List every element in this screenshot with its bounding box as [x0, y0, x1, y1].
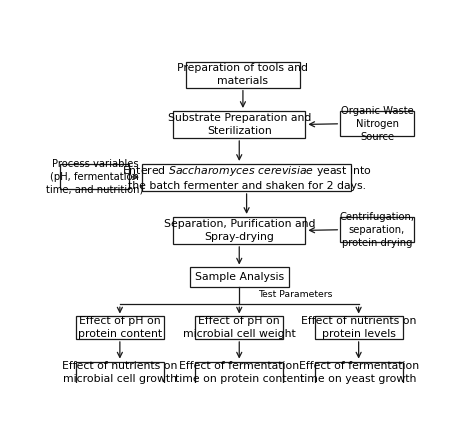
- Text: Substrate Preparation and
Sterilization: Substrate Preparation and Sterilization: [168, 113, 311, 136]
- FancyBboxPatch shape: [195, 316, 283, 339]
- FancyBboxPatch shape: [315, 316, 403, 339]
- FancyBboxPatch shape: [186, 62, 300, 88]
- FancyBboxPatch shape: [142, 164, 351, 191]
- Text: Entered $\it{Saccharomyces\ cerevisiae}$ yeast into
the batch fermenter and shak: Entered $\it{Saccharomyces\ cerevisiae}$…: [122, 164, 372, 191]
- FancyBboxPatch shape: [76, 316, 164, 339]
- Text: Test Parameters: Test Parameters: [258, 290, 332, 299]
- FancyBboxPatch shape: [190, 267, 289, 287]
- FancyBboxPatch shape: [315, 362, 403, 384]
- FancyBboxPatch shape: [195, 362, 283, 384]
- FancyBboxPatch shape: [60, 164, 129, 189]
- Text: Preparation of tools and
materials: Preparation of tools and materials: [177, 63, 309, 86]
- Text: Effect of pH on
protein content: Effect of pH on protein content: [78, 316, 162, 339]
- FancyBboxPatch shape: [173, 217, 305, 244]
- Text: Effect of fermentation
time on protein content: Effect of fermentation time on protein c…: [174, 361, 304, 384]
- FancyBboxPatch shape: [340, 217, 414, 242]
- Text: Effect of nutrients on
protein levels: Effect of nutrients on protein levels: [301, 316, 416, 339]
- Text: Process variables
(pH, fermentation
time, and nutrition): Process variables (pH, fermentation time…: [46, 159, 144, 194]
- Text: Sample Analysis: Sample Analysis: [195, 273, 284, 283]
- FancyBboxPatch shape: [76, 362, 164, 384]
- Text: Organic Waste
Nitrogen
Source: Organic Waste Nitrogen Source: [341, 106, 413, 141]
- Text: Effect of nutrients on
microbial cell growth: Effect of nutrients on microbial cell gr…: [62, 361, 178, 384]
- Text: Centrifugation,
separation,
protein drying: Centrifugation, separation, protein dryi…: [339, 212, 414, 248]
- Text: Effect of pH on
microbial cell weight: Effect of pH on microbial cell weight: [183, 316, 296, 339]
- FancyBboxPatch shape: [340, 111, 414, 136]
- Text: Separation, Purification and
Spray-drying: Separation, Purification and Spray-dryin…: [164, 219, 315, 242]
- Text: Effect of fermentation
time on yeast growth: Effect of fermentation time on yeast gro…: [299, 361, 419, 384]
- FancyBboxPatch shape: [173, 111, 305, 138]
